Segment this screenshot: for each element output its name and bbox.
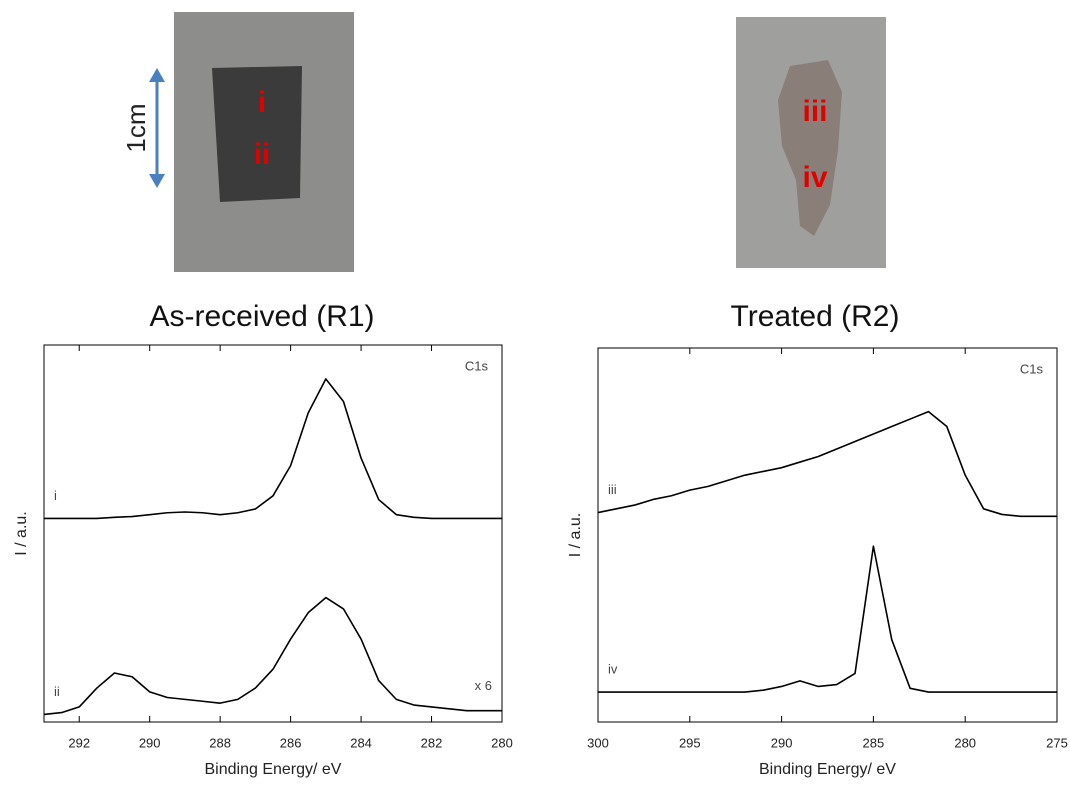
series-note: x 6 [475, 678, 492, 693]
x-tick-label: 284 [350, 735, 372, 750]
photo-caption: Treated (R2) [731, 300, 900, 333]
x-tick-label: 295 [679, 735, 701, 750]
photo-treated: iii iv Treated (R2) [731, 17, 900, 333]
x-tick-label: 280 [954, 735, 976, 750]
series-label: ii [54, 684, 60, 699]
series-label: i [54, 488, 57, 503]
spectrum-line [43, 596, 502, 716]
spectrum-line [598, 545, 1057, 693]
spot-label: iv [802, 161, 827, 194]
x-axis-title: Binding Energy/ eV [759, 761, 896, 778]
y-axis-title: I / a.u. [567, 513, 584, 557]
photo-caption: As-received (R1) [149, 300, 374, 333]
y-axis-title: I / a.u. [13, 511, 30, 555]
plot-frame [43, 344, 503, 723]
spot-label: iii [802, 95, 827, 128]
x-tick-label: 282 [421, 735, 443, 750]
series-label: iii [608, 482, 617, 497]
photo-as-received: 1cm i ii As-received (R1) [121, 12, 375, 333]
x-axis-title: Binding Energy/ eV [205, 761, 342, 778]
arrow-head [149, 174, 165, 188]
x-tick-label: 290 [139, 735, 161, 750]
plot-frame [597, 347, 1058, 723]
arrow-head [149, 68, 165, 82]
chart: 292 290 288 286 284 282 280 Binding Energy/ eV I… [13, 344, 513, 778]
sample [212, 66, 302, 202]
scale-label: 1cm [121, 103, 151, 152]
x-tick-label: 288 [209, 735, 231, 750]
spectrum-line [44, 378, 502, 520]
x-tick-label: 300 [587, 735, 609, 750]
x-tick-label: 285 [863, 735, 885, 750]
chart: 300 295 290 285 280 275 Binding Energy/ eV I / … [567, 347, 1068, 778]
sample [778, 60, 842, 236]
corner-label: C1s [1020, 361, 1044, 376]
spot-label: ii [254, 138, 271, 171]
x-tick-label: 280 [491, 735, 513, 750]
corner-label: C1s [465, 358, 489, 373]
x-tick-label: 275 [1046, 735, 1068, 750]
spectrum-line [597, 410, 1057, 518]
x-tick-label: 292 [68, 735, 90, 750]
series-label: iv [608, 662, 618, 677]
x-tick-label: 286 [280, 735, 302, 750]
x-tick-label: 290 [771, 735, 793, 750]
spot-label: i [258, 86, 266, 119]
